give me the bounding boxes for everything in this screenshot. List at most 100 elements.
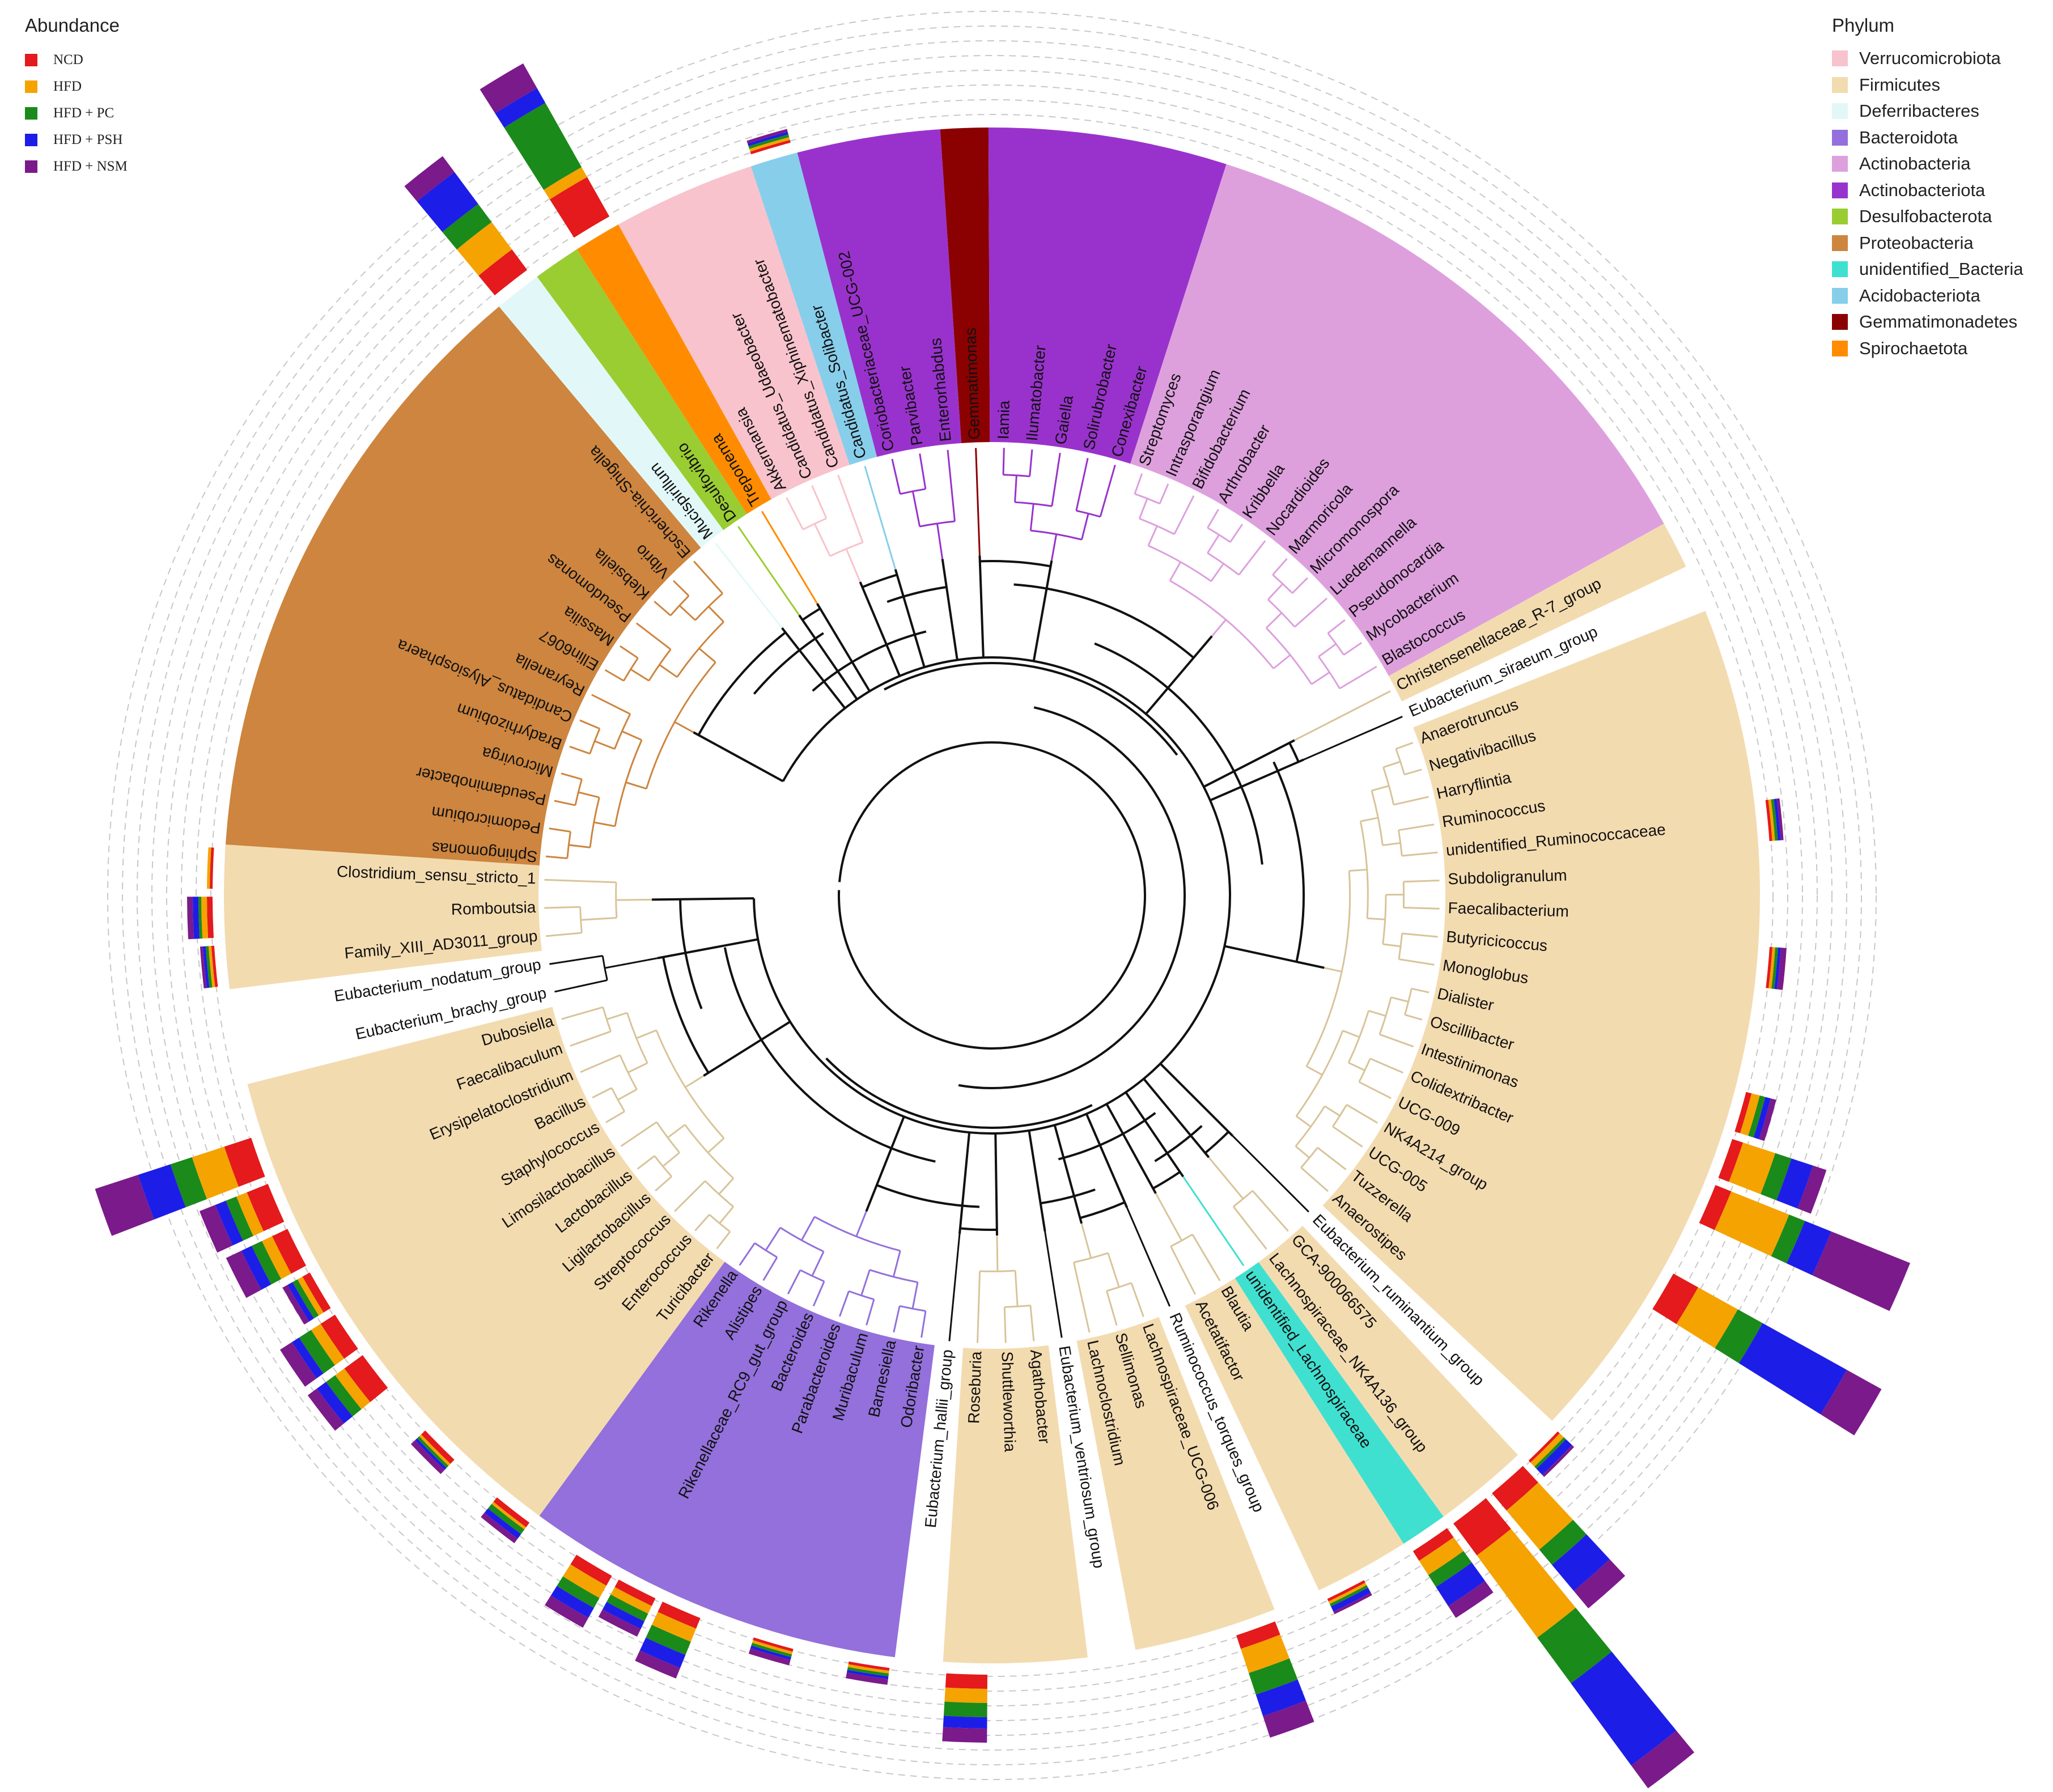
tree-branch: [1085, 1113, 1129, 1208]
tree-branch: [1044, 1231, 1063, 1338]
tree-branch: [1147, 525, 1158, 546]
abundance-bar-segment: [292, 1279, 319, 1319]
tree-branch: [865, 1116, 905, 1212]
abundance-bar-segment: [335, 1368, 371, 1409]
tree-branch: [911, 491, 921, 527]
tree-branch: [1238, 540, 1266, 576]
tree-branch: [1306, 1065, 1323, 1076]
tree-branch: [1318, 643, 1337, 657]
phylum-band: [247, 1007, 725, 1516]
tree-branch: [1152, 1171, 1181, 1190]
abundance-bar-segment: [1771, 1215, 1805, 1264]
tree-branch: [1343, 642, 1362, 656]
phylum-legend-item: Spirochaetota: [1832, 336, 2024, 362]
leaf-label: Shuttleworthia: [998, 1351, 1019, 1453]
tree-branch: [919, 520, 955, 528]
abundance-bar-segment: [487, 1504, 525, 1534]
tree-branch: [1003, 1307, 1007, 1343]
abundance-bar-segment: [170, 1157, 207, 1208]
phylum-legend-item: Firmicutes: [1832, 72, 2024, 99]
tree-branch: [1294, 597, 1327, 628]
abundance-bar-segment: [550, 1586, 594, 1618]
phylum-legend-label: Verrucomicrobiota: [1859, 48, 2001, 69]
tree-branch: [718, 1178, 735, 1195]
abundance-bar-segment: [210, 847, 214, 889]
abundance-bar-segment: [598, 1609, 641, 1637]
tree-branch: [1272, 761, 1305, 962]
abundance-bar-segment: [1777, 948, 1787, 990]
tree-branch: [1143, 1078, 1210, 1158]
abundance-bar-segment: [1477, 1528, 1576, 1638]
tree-branch: [654, 600, 671, 617]
tree-branch: [635, 622, 672, 650]
abundance-bar-segment: [287, 1282, 314, 1322]
abundance-bar-segment: [495, 88, 546, 128]
tree-branch: [648, 648, 672, 681]
tree-branch: [715, 542, 783, 629]
tree-branch: [580, 1054, 621, 1073]
tree-branch: [719, 1206, 734, 1224]
tree-branch: [1003, 474, 1030, 477]
tree-branch: [1170, 1233, 1193, 1247]
phylum-legend-swatch: [1832, 156, 1848, 172]
phylum-legend-swatch: [1832, 287, 1848, 304]
phylum-legend-swatch: [1832, 50, 1848, 67]
abundance-bar-segment: [746, 129, 788, 144]
abundance-legend-swatch: [25, 160, 37, 173]
abundance-bar-segment: [95, 1174, 154, 1236]
tree-branch: [594, 740, 615, 750]
tree-branch: [1170, 1246, 1196, 1295]
tree-branch: [894, 569, 926, 668]
abundance-bar-segment: [1571, 1651, 1677, 1766]
abundance-legend-swatch: [25, 53, 37, 66]
tree-branch: [570, 1030, 612, 1047]
tree-branch: [864, 466, 897, 570]
abundance-bar-segment: [749, 137, 790, 152]
abundance-bar-segment: [943, 1715, 987, 1729]
tree-branch: [781, 627, 846, 709]
abundance-bar-segment: [1820, 1370, 1882, 1436]
tree-branch: [669, 595, 690, 617]
tree-branch: [886, 585, 947, 603]
abundance-bar-segment: [326, 1375, 362, 1417]
phylum-band: [576, 224, 771, 514]
tree-branch: [549, 827, 571, 833]
tree-branch: [1029, 1305, 1035, 1341]
tree-branch: [1305, 870, 1351, 1067]
tree-branch: [1349, 868, 1367, 872]
tree-branch: [1252, 1190, 1289, 1232]
tree-branch: [899, 1305, 926, 1312]
tree-branch: [884, 662, 1178, 756]
abundance-bar-segment: [1331, 1587, 1371, 1612]
abundance-bar-segment: [282, 1285, 309, 1325]
phylum-legend-swatch: [1832, 314, 1848, 330]
abundance-bar-segment: [504, 103, 582, 190]
abundance-bar-segment: [415, 1438, 447, 1470]
tree-branch: [1393, 796, 1429, 806]
tree-branch: [1029, 449, 1033, 477]
abundance-bar-segment: [944, 1687, 987, 1703]
abundance-legend-item: HFD + PC: [25, 100, 128, 126]
tree-branch: [1324, 967, 1342, 973]
abundance-bar-segment: [138, 1164, 186, 1220]
grid-ring: [166, 70, 1818, 1721]
abundance-bar-segment: [1528, 1431, 1560, 1463]
abundance-bar-segment: [1734, 1092, 1752, 1133]
tree-branch: [948, 1234, 961, 1341]
tree-branch: [813, 523, 831, 557]
tree-branch: [816, 603, 871, 692]
tree-branch: [1145, 635, 1213, 715]
tree-branch: [604, 957, 658, 969]
abundance-bar-segment: [846, 1672, 888, 1685]
tree-branch: [1300, 1167, 1329, 1192]
tree-branch: [545, 855, 567, 859]
abundance-bar-segment: [753, 1637, 794, 1652]
abundance-bar-segment: [1506, 1482, 1573, 1550]
phylum-band: [1258, 1225, 1518, 1517]
grid-ring: [196, 99, 1788, 1692]
abundance-legend-swatch: [25, 133, 37, 146]
tree-branch: [739, 1242, 756, 1266]
tree-branch: [1155, 1193, 1183, 1241]
abundance-bar-segment: [480, 63, 537, 113]
abundance-bar-segment: [1761, 1153, 1792, 1201]
